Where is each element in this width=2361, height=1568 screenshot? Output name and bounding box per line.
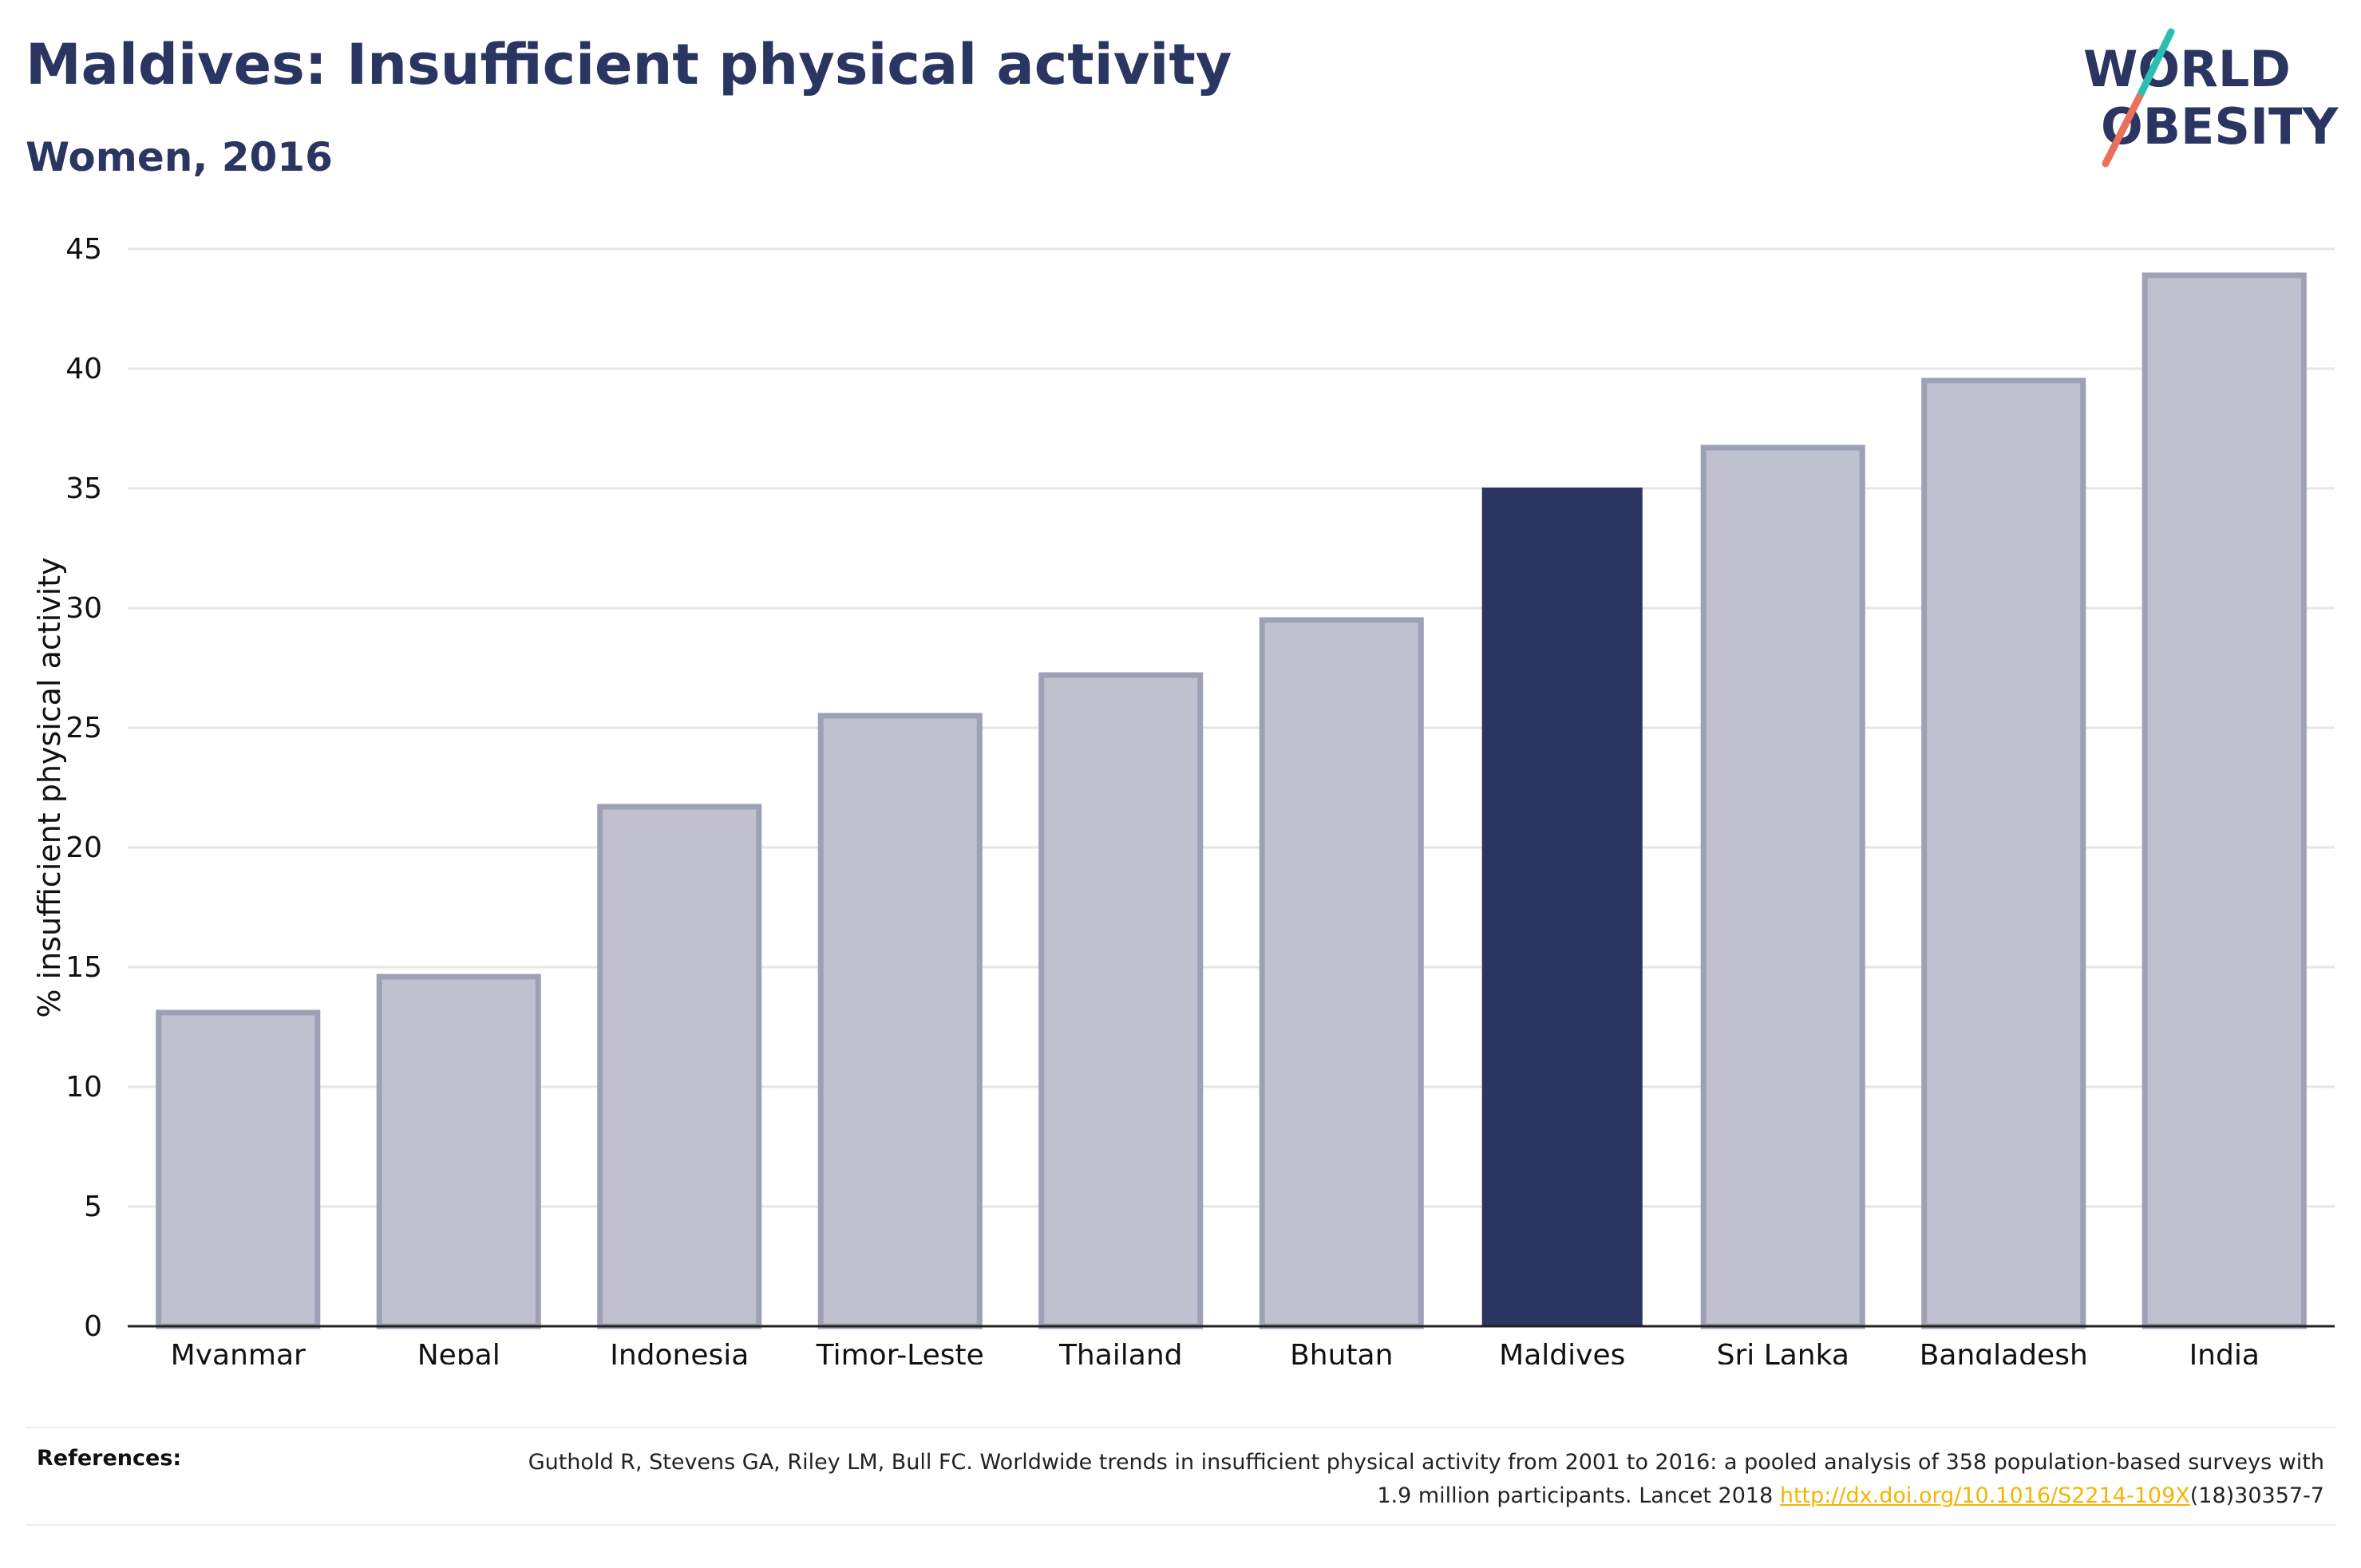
x-tick-label: Myanmar xyxy=(171,1339,306,1365)
y-tick-label: 10 xyxy=(65,1071,102,1104)
chart-title: Maldives: Insufficient physical activity xyxy=(26,32,1232,97)
y-tick-label: 25 xyxy=(65,712,102,745)
bar-maldives xyxy=(1481,488,1643,1327)
x-tick-label: Indonesia xyxy=(610,1339,749,1365)
references-bottom-divider xyxy=(26,1524,2336,1526)
y-tick-label: 5 xyxy=(84,1191,102,1223)
x-tick-label: Thailand xyxy=(1058,1339,1183,1365)
bar-chart: 0 5 10 15 20 25 30 35 40 45 % insufficient physica… xyxy=(32,233,2335,1365)
reference-doi-link[interactable]: http://dx.doi.org/10.1016/S2214-109X xyxy=(1779,1483,2190,1508)
references-label: References: xyxy=(37,1446,182,1471)
chart-subtitle: Women, 2016 xyxy=(26,134,333,180)
bar-indonesia xyxy=(597,804,762,1329)
bar-nepal xyxy=(376,974,541,1329)
bar-bangladesh xyxy=(1921,377,2086,1329)
x-tick-label: India xyxy=(2189,1339,2260,1365)
logo-line2: OBESITY xyxy=(2101,97,2339,156)
bar-sri-lanka xyxy=(1700,444,1865,1329)
x-tick-label: Bangladesh xyxy=(1920,1339,2088,1365)
references-text: Guthold R, Stevens GA, Riley LM, Bull FC… xyxy=(488,1446,2324,1513)
x-tick-label: Bhutan xyxy=(1290,1339,1393,1365)
y-axis-label: % insufficient physical activity xyxy=(32,557,67,1017)
x-tick-label: Nepal xyxy=(417,1339,500,1365)
y-tick-label: 40 xyxy=(65,353,102,385)
y-tick-label: 45 xyxy=(65,233,102,266)
x-tick-label: Maldives xyxy=(1499,1339,1625,1365)
world-obesity-logo: WORLD OBESITY xyxy=(2075,24,2347,168)
y-tick-label: 30 xyxy=(65,592,102,625)
bar-timor-leste xyxy=(817,713,983,1329)
bar-bhutan xyxy=(1259,617,1424,1329)
x-tick-label: Timor-Leste xyxy=(816,1339,984,1365)
y-tick-label: 15 xyxy=(65,951,102,984)
y-tick-label: 0 xyxy=(84,1310,102,1343)
references-top-divider xyxy=(26,1427,2336,1428)
reference-citation: Guthold R, Stevens GA, Riley LM, Bull FC… xyxy=(528,1450,2324,1508)
logo-line1: WORLD xyxy=(2083,40,2291,98)
bar-myanmar xyxy=(156,1009,321,1329)
bar-india xyxy=(2142,272,2307,1329)
x-tick-label: Sri Lanka xyxy=(1717,1339,1849,1365)
y-tick-label: 35 xyxy=(65,472,102,505)
y-tick-label: 20 xyxy=(65,831,102,864)
bar-thailand xyxy=(1038,672,1204,1329)
reference-citation-end: (18)30357-7 xyxy=(2189,1483,2324,1508)
